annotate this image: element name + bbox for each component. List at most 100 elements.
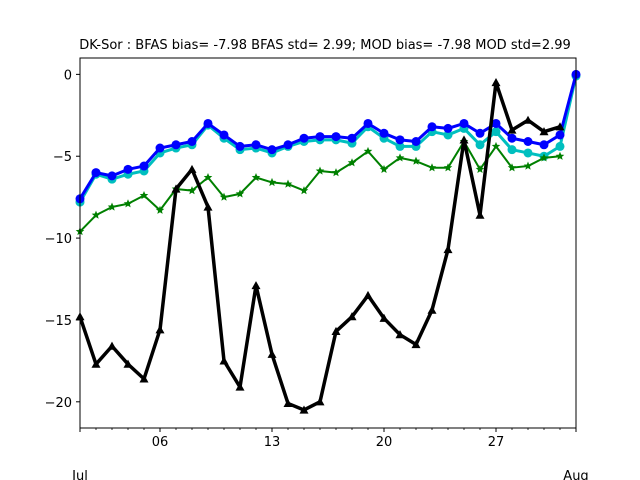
data-point [203, 202, 213, 211]
data-point [331, 326, 341, 336]
data-point [507, 133, 517, 143]
data-point [395, 135, 405, 145]
data-point [331, 168, 341, 177]
data-point [539, 140, 549, 150]
data-point [555, 141, 565, 151]
data-point [315, 397, 325, 406]
y-tick-label: −15 [45, 314, 72, 329]
data-point [395, 153, 405, 162]
data-point [539, 127, 549, 136]
axis-layer: 0 −5 −10 −15 −20 06 13 20 27 Jul Aug [45, 68, 589, 480]
data-point [555, 130, 565, 140]
data-point [507, 125, 517, 134]
data-point [203, 173, 213, 182]
data-point [315, 166, 325, 175]
data-point [267, 349, 277, 358]
data-point [379, 128, 389, 138]
x-tick-label: 06 [152, 435, 169, 450]
data-point [235, 189, 245, 198]
data-point [427, 163, 437, 172]
chart-title: DK-Sor : BFAS bias= -7.98 BFAS std= 2.99… [79, 38, 571, 53]
data-point [299, 133, 309, 143]
data-point [251, 281, 261, 290]
data-point [475, 164, 485, 173]
data-point [283, 140, 293, 150]
data-point [363, 118, 373, 128]
data-point [91, 168, 101, 178]
data-point [475, 210, 485, 219]
data-point [555, 122, 565, 131]
data-point [491, 118, 501, 128]
x-tick-label: 20 [376, 435, 393, 450]
series-1 [75, 69, 581, 204]
x-month-label: Aug [563, 469, 588, 480]
data-point [475, 140, 485, 150]
x-tick-label: 27 [488, 435, 505, 450]
data-point [539, 153, 549, 162]
data-point [443, 245, 453, 254]
data-point [283, 179, 293, 188]
data-point [427, 122, 437, 132]
data-point [475, 128, 485, 138]
data-point [139, 191, 149, 200]
data-point [187, 186, 197, 195]
data-point [491, 78, 501, 87]
data-point [251, 140, 261, 150]
data-point [443, 130, 453, 140]
data-point [219, 130, 229, 140]
data-point [347, 312, 357, 321]
data-point [507, 163, 517, 172]
data-point [427, 305, 437, 314]
data-point [171, 140, 181, 150]
data-point [219, 356, 229, 365]
x-tick-label: 13 [264, 435, 281, 450]
data-point [123, 164, 133, 174]
series-line [78, 80, 561, 412]
series-0 [75, 71, 581, 207]
data-point [315, 132, 325, 142]
data-point [139, 374, 149, 383]
data-point [267, 145, 277, 155]
data-point [123, 199, 133, 208]
series-2 [75, 137, 565, 236]
data-point [187, 136, 197, 146]
data-point [155, 325, 165, 334]
data-point [523, 148, 533, 158]
data-point [379, 313, 389, 322]
data-point [491, 141, 501, 151]
data-point [443, 123, 453, 133]
y-tick-label: 0 [64, 68, 72, 83]
y-tick-label: −5 [53, 150, 72, 165]
data-point [283, 398, 293, 408]
data-point [155, 143, 165, 153]
data-point [299, 405, 309, 414]
data-point [331, 132, 341, 142]
data-point [107, 202, 117, 211]
data-point [139, 161, 149, 171]
series-layer [75, 69, 581, 414]
data-point [411, 136, 421, 146]
y-tick-label: −10 [45, 232, 72, 247]
data-point [379, 164, 389, 173]
data-point [155, 205, 165, 214]
data-point [347, 133, 357, 143]
data-point [555, 151, 565, 160]
data-point [459, 118, 469, 128]
data-point [523, 136, 533, 146]
data-point [443, 163, 453, 172]
data-point [219, 192, 229, 201]
data-point [395, 330, 405, 339]
data-point [107, 341, 117, 350]
data-point [395, 141, 405, 151]
x-month-label: Jul [71, 469, 88, 480]
data-point [171, 184, 181, 193]
data-point [91, 359, 101, 368]
data-point [267, 177, 277, 187]
data-point [491, 127, 501, 137]
y-tick-label: −20 [45, 396, 72, 411]
data-point [123, 359, 133, 368]
data-point [363, 290, 373, 299]
series-3 [75, 78, 565, 414]
data-point [523, 161, 533, 170]
